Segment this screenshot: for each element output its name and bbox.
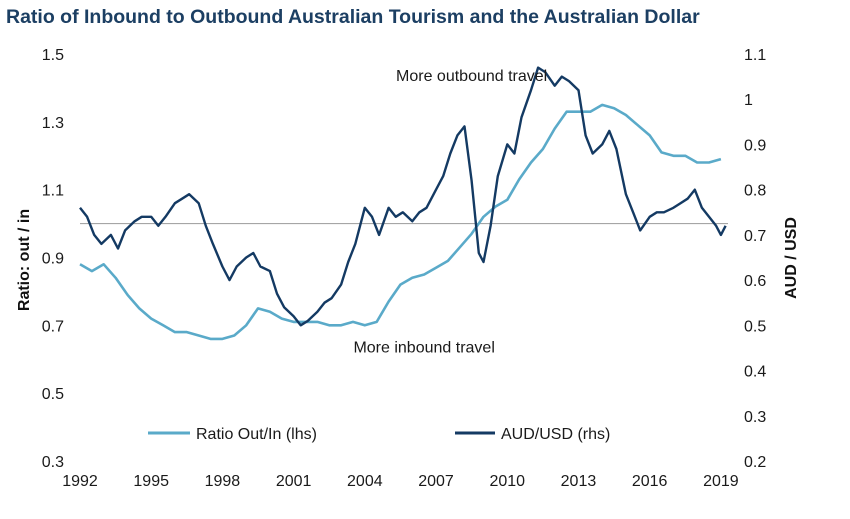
right-tick-label: 0.2	[744, 454, 766, 471]
x-tick-label: 1992	[62, 473, 98, 490]
right-tick-label: 0.3	[744, 409, 766, 426]
right-tick-label: 0.8	[744, 183, 766, 200]
series-lines	[79, 66, 727, 341]
right-tick-label: 0.4	[744, 364, 766, 381]
annotation-outbound: More outbound travel	[396, 68, 547, 85]
left-axis-ticks: 0.3 0.5 0.7 0.9 1.1 1.3 1.5	[42, 47, 64, 471]
left-tick-label: 1.1	[42, 183, 64, 200]
left-tick-label: 1.3	[42, 115, 64, 132]
left-tick-label: 0.9	[42, 251, 64, 268]
x-tick-label: 2013	[561, 473, 597, 490]
left-axis-title: Ratio: out / in	[16, 209, 33, 311]
x-tick-label: 1995	[133, 473, 169, 490]
series-line-ratio	[79, 103, 722, 341]
x-tick-label: 2016	[632, 473, 668, 490]
right-axis-ticks: 0.2 0.3 0.4 0.5 0.6 0.7 0.8 0.9 1 1.1	[744, 47, 766, 471]
left-tick-label: 0.7	[42, 318, 64, 335]
legend: Ratio Out/In (lhs) AUD/USD (rhs)	[148, 426, 610, 443]
right-tick-label: 0.7	[744, 228, 766, 245]
chart-title: Ratio of Inbound to Outbound Australian …	[6, 6, 700, 28]
right-tick-label: 0.5	[744, 318, 766, 335]
x-axis-ticks: 1992 1995 1998 2001 2004 2007 2010 2013 2016 2019	[62, 473, 739, 490]
right-axis-title: AUD / USD	[783, 217, 800, 299]
annotation-inbound: More inbound travel	[353, 339, 494, 356]
right-tick-label: 0.9	[744, 137, 766, 154]
legend-label-aud: AUD/USD (rhs)	[501, 426, 610, 443]
x-tick-label: 2019	[703, 473, 739, 490]
annotations: More outbound travel More inbound travel	[353, 68, 547, 356]
right-tick-label: 1.1	[744, 47, 766, 64]
left-tick-label: 0.5	[42, 386, 64, 403]
right-tick-label: 0.6	[744, 273, 766, 290]
x-tick-label: 2007	[418, 473, 454, 490]
left-tick-label: 1.5	[42, 47, 64, 64]
x-tick-label: 2010	[489, 473, 525, 490]
x-tick-label: 1998	[205, 473, 241, 490]
legend-label-ratio: Ratio Out/In (lhs)	[196, 426, 317, 443]
series-line-aud	[79, 66, 727, 327]
right-tick-label: 1	[744, 92, 753, 109]
left-tick-label: 0.3	[42, 454, 64, 471]
x-tick-label: 2004	[347, 473, 383, 490]
x-tick-label: 2001	[276, 473, 312, 490]
